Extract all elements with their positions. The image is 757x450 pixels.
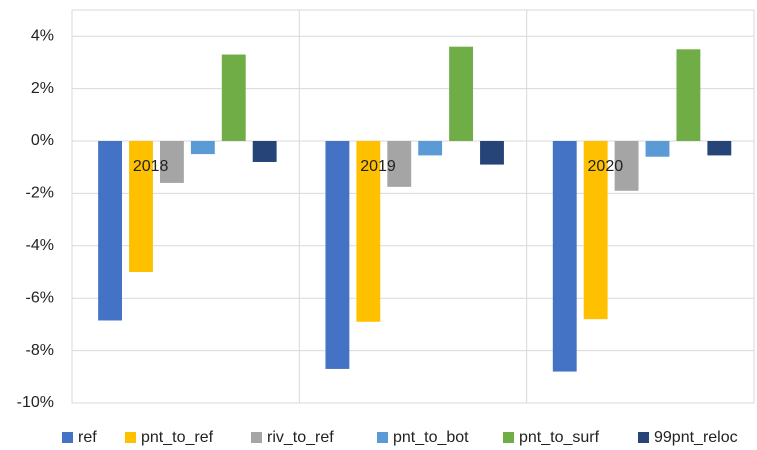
- bar: [449, 46, 474, 141]
- category-label: 2019: [360, 158, 396, 175]
- legend-swatch: [377, 432, 388, 443]
- legend-swatch: [251, 432, 262, 443]
- y-tick-label: -4%: [26, 237, 54, 254]
- legend-swatch: [125, 432, 136, 443]
- legend-label: pnt_to_surf: [519, 429, 600, 446]
- bar: [583, 141, 608, 320]
- legend-swatch: [503, 432, 514, 443]
- bar: [325, 141, 350, 369]
- bar: [614, 141, 639, 191]
- y-tick-label: -10%: [17, 394, 54, 411]
- legend-label: ref: [78, 429, 97, 446]
- y-tick-label: -2%: [26, 185, 54, 202]
- bar: [676, 49, 701, 141]
- bar: [707, 141, 732, 156]
- bar: [159, 141, 184, 183]
- legend-label: pnt_to_bot: [393, 429, 469, 446]
- bar: [98, 141, 123, 321]
- bar: [129, 141, 153, 272]
- bar: [221, 54, 246, 141]
- y-tick-label: 4%: [31, 27, 54, 44]
- legend-label: riv_to_ref: [267, 429, 334, 446]
- bar: [645, 141, 670, 157]
- y-tick-label: 2%: [31, 80, 54, 97]
- plot-frame: [71, 9, 755, 404]
- bar: [252, 141, 277, 162]
- y-tick-label: -6%: [26, 289, 54, 306]
- category-label: 2020: [588, 158, 624, 175]
- bar: [552, 141, 577, 372]
- bar: [480, 141, 504, 165]
- bar: [418, 141, 443, 156]
- y-tick-label: 0%: [31, 132, 54, 149]
- bar: [190, 141, 215, 155]
- legend-swatch: [638, 432, 649, 443]
- category-label: 2018: [133, 158, 169, 175]
- legend-label: pnt_to_ref: [141, 429, 214, 446]
- legend-swatch: [62, 432, 73, 443]
- bar: [356, 141, 381, 322]
- y-tick-label: -8%: [26, 342, 54, 359]
- bar: [387, 141, 412, 187]
- legend-label: 99pnt_reloc: [654, 429, 738, 446]
